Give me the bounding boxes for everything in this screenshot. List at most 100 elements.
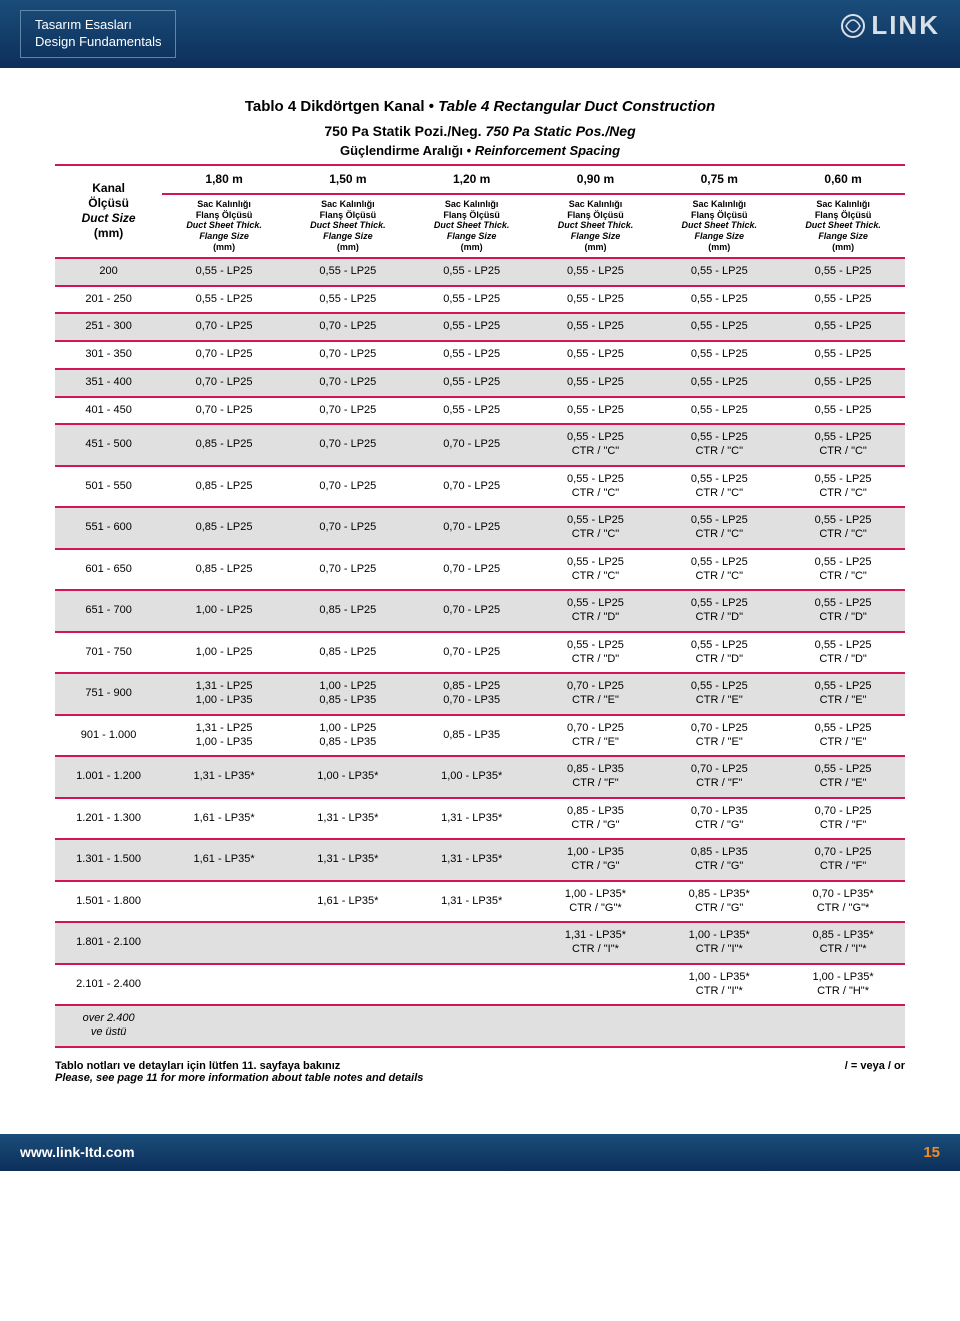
size-cell: 751 - 900 bbox=[55, 673, 162, 715]
data-cell: 0,55 - LP25 bbox=[657, 313, 781, 341]
data-cell: 1,61 - LP35* bbox=[162, 839, 286, 881]
data-cell: 1,31 - LP35* bbox=[410, 798, 534, 840]
data-cell: 0,70 - LP25 bbox=[410, 632, 534, 674]
data-cell: 0,55 - LP25 CTR / "D" bbox=[781, 632, 905, 674]
data-cell: 0,70 - LP25 bbox=[410, 590, 534, 632]
data-cell: 0,70 - LP25 CTR / "F" bbox=[657, 756, 781, 798]
data-cell: 0,55 - LP25 bbox=[162, 258, 286, 286]
reinf-tr: Güçlendirme Aralığı bbox=[340, 143, 463, 158]
data-cell: 0,55 - LP25 CTR / "C" bbox=[781, 466, 905, 508]
size-cell: 401 - 450 bbox=[55, 397, 162, 425]
data-cell: 0,55 - LP25 bbox=[410, 258, 534, 286]
data-cell: 0,70 - LP25 bbox=[162, 369, 286, 397]
data-cell: 0,70 - LP25 bbox=[286, 369, 410, 397]
data-cell: 0,55 - LP25 CTR / "C" bbox=[657, 549, 781, 591]
size-cell: 551 - 600 bbox=[55, 507, 162, 549]
size-cell: 1.501 - 1.800 bbox=[55, 881, 162, 923]
size-cell: 201 - 250 bbox=[55, 286, 162, 314]
size-cell: 651 - 700 bbox=[55, 590, 162, 632]
data-cell: 0,55 - LP25 bbox=[781, 313, 905, 341]
table-row: 601 - 6500,85 - LP250,70 - LP250,70 - LP… bbox=[55, 549, 905, 591]
data-cell: 0,55 - LP25 bbox=[410, 313, 534, 341]
data-cell: 0,85 - LP35 CTR / "G" bbox=[534, 798, 658, 840]
table-row: 701 - 7501,00 - LP250,85 - LP250,70 - LP… bbox=[55, 632, 905, 674]
data-cell: 1,31 - LP35* bbox=[286, 798, 410, 840]
data-cell: 0,70 - LP25 bbox=[410, 549, 534, 591]
col-head-3: 0,90 m bbox=[534, 165, 658, 194]
data-cell: 0,70 - LP25 bbox=[286, 313, 410, 341]
data-cell: 0,55 - LP25 bbox=[410, 369, 534, 397]
size-cell: 1.001 - 1.200 bbox=[55, 756, 162, 798]
footer-left: Tablo notları ve detayları için lütfen 1… bbox=[55, 1060, 423, 1084]
data-cell: 0,85 - LP25 bbox=[286, 632, 410, 674]
table-row: 751 - 9001,31 - LP25 1,00 - LP351,00 - L… bbox=[55, 673, 905, 715]
subhead-0: Sac KalınlığıFlanş ÖlçüsüDuct Sheet Thic… bbox=[162, 194, 286, 258]
size-cell: 1.301 - 1.500 bbox=[55, 839, 162, 881]
col-head-4: 0,75 m bbox=[657, 165, 781, 194]
table-row: 2000,55 - LP250,55 - LP250,55 - LP250,55… bbox=[55, 258, 905, 286]
data-cell: 0,55 - LP25 CTR / "E" bbox=[781, 673, 905, 715]
data-cell: 0,85 - LP35 bbox=[410, 715, 534, 757]
table-row: over 2.400 ve üstü bbox=[55, 1005, 905, 1047]
data-cell: 0,55 - LP25 bbox=[286, 258, 410, 286]
data-cell: 0,55 - LP25 CTR / "D" bbox=[534, 632, 658, 674]
col-head-5: 0,60 m bbox=[781, 165, 905, 194]
data-cell: 0,55 - LP25 bbox=[534, 258, 658, 286]
data-cell: 1,00 - LP35* CTR / "I"* bbox=[657, 922, 781, 964]
data-cell bbox=[286, 964, 410, 1006]
data-cell: 0,55 - LP25 bbox=[657, 286, 781, 314]
table-header-row: Kanal Ölçüsü Duct Size (mm) 1,80 m 1,50 … bbox=[55, 165, 905, 194]
data-cell bbox=[534, 1005, 658, 1047]
table-row: 351 - 4000,70 - LP250,70 - LP250,55 - LP… bbox=[55, 369, 905, 397]
data-cell: 0,55 - LP25 CTR / "E" bbox=[657, 673, 781, 715]
logo-icon bbox=[841, 14, 865, 38]
size-cell: 2.101 - 2.400 bbox=[55, 964, 162, 1006]
data-cell: 1,31 - LP35* CTR / "I"* bbox=[534, 922, 658, 964]
size-cell: 351 - 400 bbox=[55, 369, 162, 397]
banner-title-box: Tasarım Esasları Design Fundamentals bbox=[20, 10, 176, 58]
table-title: Tablo 4 Dikdörtgen Kanal • Table 4 Recta… bbox=[55, 98, 905, 115]
data-cell: 0,70 - LP25 bbox=[286, 397, 410, 425]
data-cell: 1,00 - LP35* bbox=[286, 756, 410, 798]
table-subtitle-tr: 750 Pa Statik Pozi./Neg. bbox=[324, 123, 481, 139]
col-head-0: 1,80 m bbox=[162, 165, 286, 194]
data-cell: 0,70 - LP25 bbox=[286, 424, 410, 466]
data-cell: 0,70 - LP25 bbox=[286, 466, 410, 508]
data-cell: 0,55 - LP25 bbox=[534, 286, 658, 314]
data-cell bbox=[657, 1005, 781, 1047]
data-cell bbox=[162, 964, 286, 1006]
data-cell: 0,85 - LP25 bbox=[162, 424, 286, 466]
data-cell: 0,70 - LP25 bbox=[410, 466, 534, 508]
data-cell: 0,55 - LP25 bbox=[781, 341, 905, 369]
data-cell: 1,61 - LP35* bbox=[286, 881, 410, 923]
data-cell: 0,85 - LP25 bbox=[162, 549, 286, 591]
data-cell bbox=[410, 1005, 534, 1047]
size-cell: 1.801 - 2.100 bbox=[55, 922, 162, 964]
data-cell: 0,70 - LP25 CTR / "F" bbox=[781, 798, 905, 840]
table-row: 301 - 3500,70 - LP250,70 - LP250,55 - LP… bbox=[55, 341, 905, 369]
size-cell: 451 - 500 bbox=[55, 424, 162, 466]
table-row: 1.001 - 1.2001,31 - LP35*1,00 - LP35*1,0… bbox=[55, 756, 905, 798]
data-cell: 1,31 - LP35* bbox=[410, 881, 534, 923]
data-cell: 1,00 - LP35* CTR / "I"* bbox=[657, 964, 781, 1006]
data-cell: 0,55 - LP25 bbox=[781, 286, 905, 314]
data-cell: 0,55 - LP25 bbox=[534, 341, 658, 369]
data-cell: 0,55 - LP25 CTR / "E" bbox=[781, 756, 905, 798]
data-cell: 0,85 - LP25 bbox=[162, 507, 286, 549]
data-cell: 0,55 - LP25 CTR / "C" bbox=[657, 466, 781, 508]
data-cell: 0,55 - LP25 CTR / "C" bbox=[534, 466, 658, 508]
data-cell: 0,55 - LP25 bbox=[534, 397, 658, 425]
data-cell: 0,70 - LP25 bbox=[162, 313, 286, 341]
data-cell: 0,55 - LP25 bbox=[781, 397, 905, 425]
table-subtitle: 750 Pa Statik Pozi./Neg. 750 Pa Static P… bbox=[55, 123, 905, 139]
data-cell: 0,55 - LP25 CTR / "D" bbox=[657, 632, 781, 674]
size-cell: 1.201 - 1.300 bbox=[55, 798, 162, 840]
subhead-5: Sac KalınlığıFlanş ÖlçüsüDuct Sheet Thic… bbox=[781, 194, 905, 258]
data-cell: 0,55 - LP25 bbox=[657, 397, 781, 425]
data-cell: 0,55 - LP25 bbox=[781, 258, 905, 286]
data-cell bbox=[162, 1005, 286, 1047]
table-title-en: Table 4 Rectangular Duct Construction bbox=[438, 98, 715, 115]
data-cell: 0,55 - LP25 CTR / "C" bbox=[657, 507, 781, 549]
table-row: 2.101 - 2.4001,00 - LP35* CTR / "I"*1,00… bbox=[55, 964, 905, 1006]
size-cell: 701 - 750 bbox=[55, 632, 162, 674]
